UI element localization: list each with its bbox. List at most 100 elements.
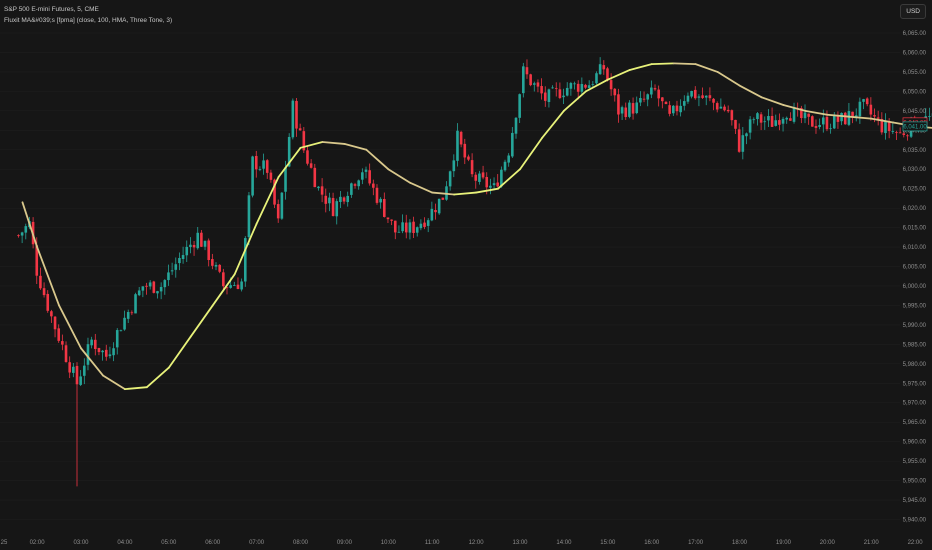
candle-body <box>536 82 540 87</box>
candle-body <box>75 365 79 385</box>
candle-body <box>818 124 821 128</box>
candle-body <box>803 112 807 119</box>
time-tick-label: 09:00 <box>337 540 353 546</box>
candle-body <box>167 272 170 281</box>
currency-button[interactable]: USD <box>900 4 926 19</box>
candle-body <box>862 99 865 102</box>
candle-body <box>313 167 317 188</box>
candle-body <box>291 100 295 138</box>
candle-body <box>317 186 320 189</box>
candle-body <box>437 198 441 214</box>
candle-body <box>763 121 767 123</box>
symbol-title[interactable]: S&P 500 E-mini Futures, 5, CME <box>4 6 99 13</box>
ma-segment <box>782 104 807 112</box>
candle-body <box>532 83 536 85</box>
candle-body <box>500 169 503 187</box>
candle-body <box>222 272 225 287</box>
time-tick-label: 05:00 <box>161 540 177 546</box>
candle-body <box>39 275 42 289</box>
ma-segment <box>694 63 719 73</box>
candle-body <box>295 100 298 129</box>
candle-body <box>617 94 620 115</box>
price-axis[interactable]: 6,065.00 6,060.00 6,055.00 6,050.00 6,045.00… <box>903 31 927 524</box>
candle-body <box>108 354 112 357</box>
candle-body <box>331 198 335 216</box>
candle-body <box>854 115 858 117</box>
price-tick-label: 6,060.00 <box>903 50 927 56</box>
candle-body <box>723 106 726 111</box>
candle-body <box>280 192 284 219</box>
candle-body <box>448 171 452 187</box>
candle-body <box>298 128 302 131</box>
ma-segment <box>277 146 302 178</box>
candle-body <box>459 131 463 145</box>
ma-segment <box>738 84 763 99</box>
candle-body <box>130 312 134 314</box>
candle-body <box>368 170 371 184</box>
candle-body <box>467 156 470 160</box>
candle-layer <box>17 57 932 487</box>
candle-body <box>759 114 763 123</box>
time-tick-label: 20:00 <box>820 540 836 546</box>
time-axis[interactable]: 25 02:00 03:00 04:00 05:00 06:00 07:00 08:00 09:… <box>1 540 924 546</box>
candle-body <box>730 110 734 121</box>
candle-body <box>858 101 862 117</box>
candle-body <box>587 85 591 89</box>
candle-body <box>119 330 123 332</box>
candle-body <box>93 339 97 350</box>
ma-segment <box>211 273 236 307</box>
candle-body <box>430 208 434 221</box>
candle-body <box>324 195 328 204</box>
price-tick-label: 5,970.00 <box>903 401 927 407</box>
price-tick-label: 6,030.00 <box>903 167 927 173</box>
candle-body <box>639 98 642 103</box>
candle-body <box>233 285 236 286</box>
chart-legend: S&P 500 E-mini Futures, 5, CME Fluxit MA… <box>4 4 172 26</box>
time-tick-label: 12:00 <box>469 540 485 546</box>
ma-segment <box>804 109 829 116</box>
candle-body <box>628 102 631 117</box>
candle-body <box>752 119 756 121</box>
candle-body <box>840 112 843 122</box>
candle-body <box>112 348 115 356</box>
candle-body <box>518 94 521 118</box>
candle-body <box>734 119 737 129</box>
candle-body <box>767 116 770 121</box>
candle-body <box>225 287 229 289</box>
ma-segment <box>760 96 785 106</box>
candle-body <box>328 197 331 204</box>
candle-body <box>756 113 759 120</box>
ma-segment <box>167 335 192 369</box>
candle-body <box>207 240 210 261</box>
candle-body <box>653 88 657 90</box>
candle-body <box>876 117 880 119</box>
candle-body <box>470 160 474 175</box>
candle-body <box>701 95 704 98</box>
candle-body <box>873 115 876 117</box>
price-tick-label: 5,940.00 <box>903 518 927 524</box>
candle-body <box>540 86 543 94</box>
price-tick-label: 5,965.00 <box>903 420 927 426</box>
candle-body <box>602 65 606 70</box>
indicator-title[interactable]: Fluxit MA&#039;s [fpma] (close, 100, HMA… <box>4 17 173 24</box>
ma-segment <box>21 201 38 248</box>
candle-body <box>42 288 46 296</box>
candle-body <box>320 186 324 195</box>
candle-body <box>342 197 346 202</box>
candle-body <box>715 103 719 110</box>
candle-body <box>415 227 419 233</box>
price-tick-label: 6,000.00 <box>903 284 927 290</box>
ma-segment <box>519 137 543 171</box>
candle-body <box>189 244 192 248</box>
time-tick-label: 10:00 <box>381 540 397 546</box>
ma-segment <box>233 222 258 276</box>
ma-segment <box>255 176 280 225</box>
candle-body <box>851 111 854 118</box>
time-tick-label: 11:00 <box>425 540 440 546</box>
candle-body <box>642 98 646 100</box>
ma-segment <box>80 347 104 377</box>
time-tick-label: 04:00 <box>117 540 133 546</box>
candle-body <box>620 107 624 114</box>
